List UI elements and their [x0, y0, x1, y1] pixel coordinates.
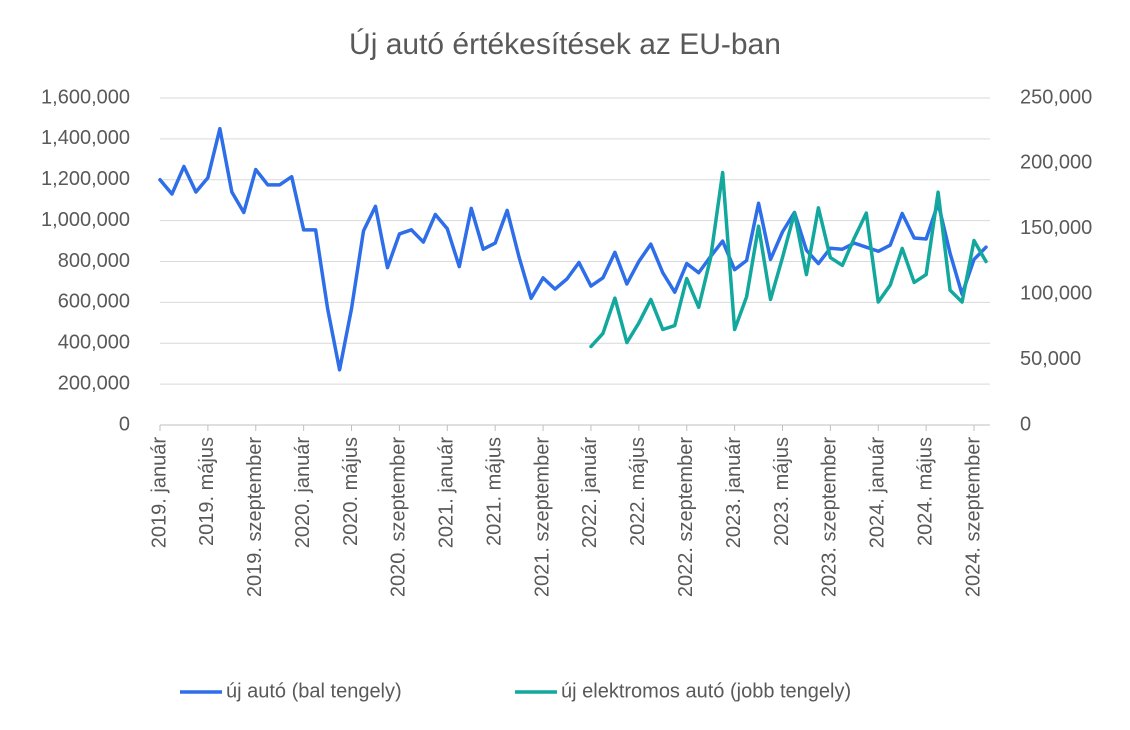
y-tick-label: 1,600,000 [41, 86, 130, 108]
x-tick-label: 2023. január [723, 437, 745, 549]
y-tick-label: 200,000 [58, 372, 130, 394]
y-tick-label: 400,000 [58, 332, 130, 354]
x-tick-label: 2024. szeptember [962, 437, 984, 597]
x-tick-label: 2022. május [627, 437, 649, 546]
y2-tick-label: 250,000 [1020, 86, 1092, 108]
legend-label: új elektromos autó (jobb tengely) [561, 680, 851, 702]
y-tick-label: 1,000,000 [41, 209, 130, 231]
y-tick-label: 1,200,000 [41, 168, 130, 190]
y-tick-label: 0 [119, 413, 130, 435]
y-tick-label: 1,400,000 [41, 127, 130, 149]
x-tick-label: 2024. január [867, 437, 889, 549]
series-line [589, 170, 988, 349]
y2-tick-label: 50,000 [1020, 348, 1081, 370]
x-tick-label: 2022. január [579, 437, 601, 549]
x-tick-label: 2024. május [914, 437, 936, 546]
x-tick-label: 2022. szeptember [675, 437, 697, 597]
x-tick-label: 2021. szeptember [531, 437, 553, 597]
series-line [158, 126, 988, 372]
x-tick-label: 2020. szeptember [388, 437, 410, 597]
x-tick-label: 2019. január [148, 437, 170, 549]
y2-tick-label: 100,000 [1020, 282, 1092, 304]
y2-tick-label: 0 [1020, 413, 1031, 435]
x-tick-label: 2023. szeptember [819, 437, 841, 597]
legend-label: új autó (bal tengely) [226, 680, 402, 702]
x-tick-label: 2021. január [436, 437, 458, 549]
y-tick-label: 800,000 [58, 250, 130, 272]
chart-title: Új autó értékesítések az EU-ban [349, 28, 781, 61]
y2-tick-label: 150,000 [1020, 217, 1092, 239]
y2-tick-label: 200,000 [1020, 152, 1092, 174]
x-tick-label: 2019. szeptember [244, 437, 266, 597]
x-tick-label: 2023. május [771, 437, 793, 546]
y-tick-label: 600,000 [58, 291, 130, 313]
x-tick-label: 2020. május [340, 437, 362, 546]
x-tick-label: 2019. május [196, 437, 218, 546]
x-tick-label: 2021. május [483, 437, 505, 546]
x-tick-label: 2020. január [292, 437, 314, 549]
